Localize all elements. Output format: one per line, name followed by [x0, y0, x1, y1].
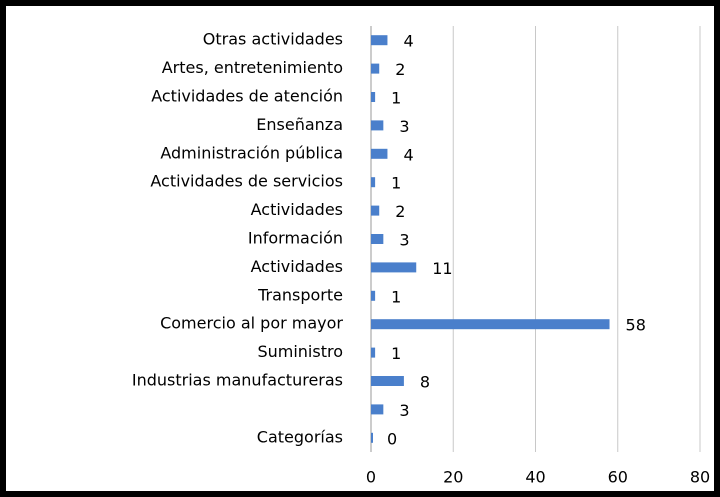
y-tick-label: Administración pública	[160, 143, 343, 162]
bar	[371, 404, 384, 415]
x-tick-label: 0	[366, 468, 376, 487]
x-tick-label: 20	[443, 468, 463, 487]
y-tick-label: Artes, entretenimiento	[162, 58, 343, 77]
y-tick-label: Comercio al por mayor	[160, 314, 343, 333]
data-label: 1	[391, 287, 401, 306]
bar	[371, 432, 373, 443]
bar	[371, 234, 384, 244]
y-tick-label: Actividades de atención	[151, 87, 343, 106]
bar	[371, 205, 380, 216]
y-tick-label: Otras actividades	[203, 30, 343, 49]
bar	[371, 376, 404, 386]
data-label: 4	[403, 32, 413, 51]
bar	[371, 63, 380, 74]
y-tick-label: Información	[248, 229, 343, 248]
y-tick-label: Transporte	[257, 285, 343, 304]
data-label: 8	[420, 373, 430, 392]
y-tick-label: Actividades de servicios	[150, 172, 343, 191]
y-tick-label: Categorías	[257, 427, 343, 446]
y-tick-label: Industrias manufactureras	[132, 371, 343, 390]
bar	[371, 92, 376, 102]
data-label: 3	[399, 401, 409, 420]
y-tick-label: Enseñanza	[256, 115, 343, 134]
data-label: 4	[403, 145, 413, 164]
bar	[371, 120, 384, 131]
data-label: 3	[399, 117, 409, 136]
bar	[371, 35, 388, 46]
x-tick-label: 60	[608, 468, 628, 487]
bar	[371, 347, 376, 358]
bar	[371, 262, 417, 273]
y-tick-label: Actividades	[251, 200, 343, 219]
bar	[371, 319, 610, 330]
y-tick-label: Actividades	[251, 257, 343, 276]
x-tick-label: 40	[525, 468, 545, 487]
data-label: 2	[395, 202, 405, 221]
data-label: 2	[395, 60, 405, 79]
bar	[371, 290, 376, 301]
data-label: 0	[387, 429, 397, 448]
data-label: 1	[391, 174, 401, 193]
x-tick-label: 80	[690, 468, 710, 487]
bar	[371, 148, 388, 159]
data-label: 3	[399, 231, 409, 250]
data-label: 11	[432, 259, 452, 278]
bar	[371, 177, 376, 188]
data-label: 1	[391, 89, 401, 108]
data-label: 1	[391, 344, 401, 363]
data-label: 58	[626, 316, 646, 335]
y-tick-label: Suministro	[257, 342, 343, 361]
